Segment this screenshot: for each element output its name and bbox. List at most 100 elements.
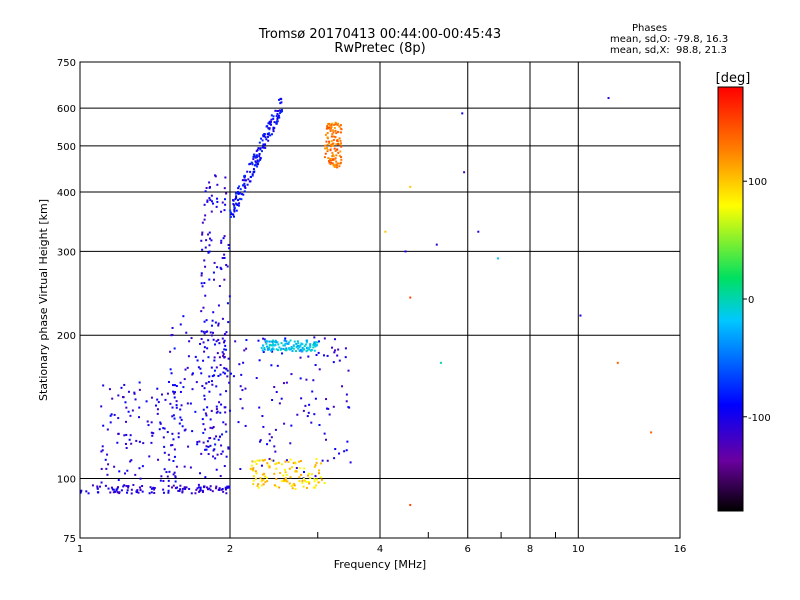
data-point (120, 489, 123, 492)
data-point (297, 342, 300, 345)
data-point (212, 338, 215, 341)
data-point (178, 422, 181, 425)
data-point (247, 178, 250, 181)
data-point (216, 200, 219, 203)
data-point (171, 444, 174, 447)
data-point (220, 403, 223, 406)
data-point (270, 348, 273, 351)
data-point (218, 435, 221, 438)
data-point (335, 164, 338, 167)
data-point (282, 382, 285, 385)
data-point (166, 475, 169, 478)
data-point (226, 375, 229, 378)
data-point (184, 368, 187, 371)
data-point (214, 487, 217, 490)
data-point (291, 350, 294, 353)
data-point (122, 485, 125, 488)
data-point (279, 348, 282, 351)
data-point (206, 330, 209, 333)
data-point (339, 161, 342, 164)
data-point (228, 295, 231, 298)
data-point (224, 198, 227, 201)
data-point (142, 442, 145, 445)
data-point (278, 109, 281, 112)
data-point (188, 487, 191, 490)
data-point (243, 349, 246, 352)
data-point (203, 350, 206, 353)
data-point (323, 482, 326, 485)
data-point (198, 440, 201, 443)
data-point (209, 426, 212, 429)
data-point (266, 133, 269, 136)
data-point (331, 346, 334, 349)
data-point (163, 445, 166, 448)
data-point (235, 196, 238, 199)
data-point (285, 340, 288, 343)
data-point (234, 340, 237, 343)
data-point (138, 381, 141, 384)
data-point (211, 375, 214, 378)
data-point (278, 486, 281, 489)
data-point (295, 467, 298, 470)
data-point (100, 481, 103, 484)
data-point (200, 239, 203, 242)
data-point (214, 321, 217, 324)
data-point (225, 430, 228, 433)
data-point (203, 282, 206, 285)
data-point (223, 209, 226, 212)
data-point (113, 413, 116, 416)
data-point (347, 369, 350, 372)
data-point (219, 266, 222, 269)
data-point (243, 175, 246, 178)
data-point (338, 154, 341, 157)
data-point (266, 345, 269, 348)
data-point (328, 161, 331, 164)
chart-title: Tromsø 20170413 00:44:00-00:45:43 (258, 27, 502, 42)
data-point (251, 460, 254, 463)
data-point (313, 465, 316, 468)
data-point (276, 349, 279, 352)
grid-lines (80, 62, 680, 538)
data-point (327, 407, 330, 410)
data-point (313, 413, 316, 416)
chart-subtitle: RwPretec (8p) (334, 41, 426, 56)
data-point (221, 317, 224, 320)
data-point (276, 364, 279, 367)
data-point (263, 472, 266, 475)
data-point (312, 346, 315, 349)
data-point (328, 160, 331, 163)
data-point (315, 484, 318, 487)
data-point (153, 486, 156, 489)
plot-frame (79, 61, 681, 539)
data-point (268, 433, 271, 436)
data-point (172, 390, 175, 393)
data-point (272, 459, 275, 462)
data-point (205, 448, 208, 451)
data-point (107, 487, 110, 490)
data-point (152, 432, 155, 435)
data-point (236, 203, 239, 206)
data-point (200, 372, 203, 375)
data-point (203, 394, 206, 397)
data-point (225, 263, 228, 266)
data-point (325, 398, 328, 401)
data-point (179, 488, 182, 491)
data-point (260, 150, 263, 153)
data-point (299, 377, 302, 380)
data-point (157, 401, 160, 404)
data-point (330, 126, 333, 129)
data-point (91, 484, 94, 487)
data-point (337, 151, 340, 154)
data-point (317, 469, 320, 472)
data-point (306, 346, 309, 349)
data-point (318, 368, 321, 371)
data-point (207, 488, 210, 491)
data-point (347, 406, 350, 409)
data-point (283, 422, 286, 425)
data-point (111, 397, 114, 400)
data-point (284, 471, 287, 474)
data-point (102, 424, 105, 427)
data-point (126, 491, 129, 494)
data-point (229, 215, 232, 218)
data-point (209, 331, 212, 334)
